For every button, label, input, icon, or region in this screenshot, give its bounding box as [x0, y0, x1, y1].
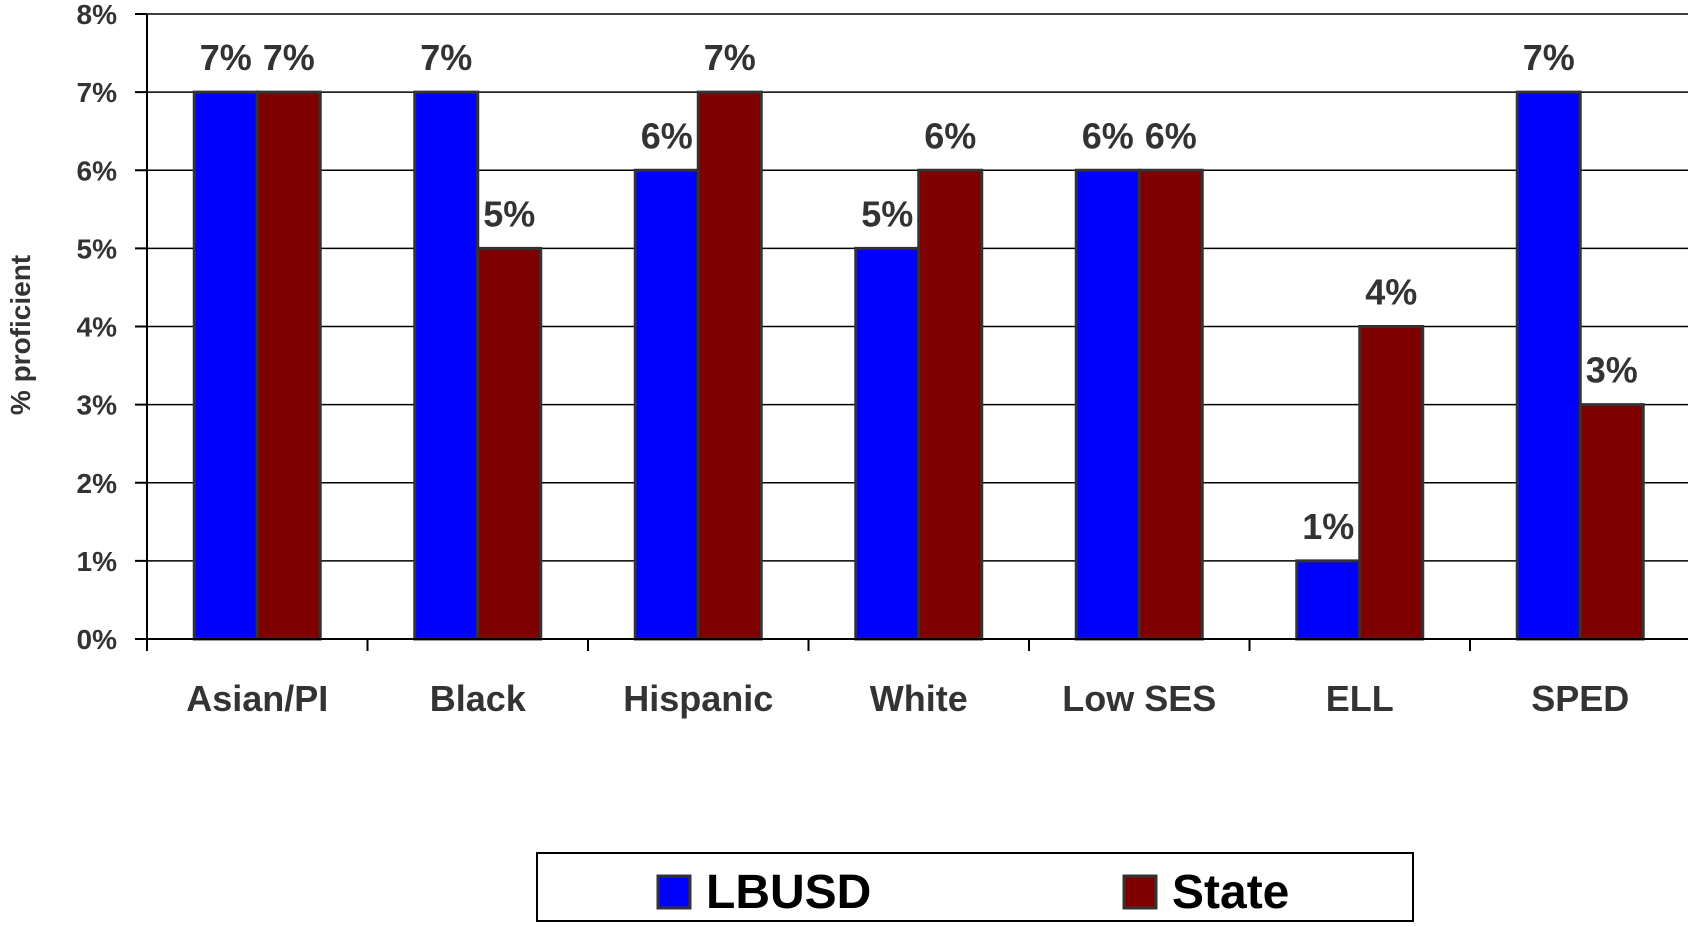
y-tick-label: 8% — [77, 0, 118, 30]
bar-state-asian-pi — [255, 90, 322, 641]
y-tick-label: 0% — [77, 624, 118, 655]
x-tick-label: SPED — [1531, 678, 1629, 719]
data-label: 5% — [483, 193, 535, 234]
bar-state-hispanic — [696, 90, 763, 641]
y-tick-label: 7% — [77, 77, 118, 108]
bar-lbusd-black — [413, 90, 480, 641]
bar-state-low-ses — [1137, 168, 1204, 641]
y-tick-label: 4% — [77, 312, 118, 343]
x-tick-label: Black — [430, 678, 527, 719]
y-tick-label: 2% — [77, 468, 118, 499]
y-tick-label: 3% — [77, 390, 118, 421]
axes: 0% 1% 2% 3% 4% 5% 6% 7% 8% Asian/PI Black Hispanic W… — [77, 0, 1688, 719]
data-label: 6% — [641, 115, 693, 156]
x-tick-label: ELL — [1326, 678, 1394, 719]
bar-lbusd-sped — [1515, 90, 1582, 641]
legend-label-state: State — [1172, 866, 1289, 919]
legend-swatch-lbusd — [656, 874, 692, 910]
data-label: 7% — [1523, 37, 1575, 78]
data-label: 6% — [1145, 115, 1197, 156]
bar-state-white — [917, 168, 984, 641]
bar-state-sped — [1578, 403, 1645, 641]
data-label: 4% — [1365, 272, 1417, 313]
data-label: 1% — [1302, 506, 1354, 547]
x-tick-label: Asian/PI — [186, 678, 328, 719]
bar-lbusd-hispanic — [633, 168, 700, 641]
legend-label-lbusd: LBUSD — [706, 866, 871, 919]
bar-state-ell — [1358, 325, 1425, 641]
y-tick-label: 5% — [77, 233, 118, 264]
bar-state-black — [476, 246, 543, 641]
y-tick-label: 1% — [77, 546, 118, 577]
data-labels: 7% 7% 7% 5% 6% 7% 5% 6% 6% 6% 1% 4% 7% 3% — [200, 37, 1638, 547]
data-label: 7% — [420, 37, 472, 78]
bar-lbusd-white — [854, 246, 921, 641]
bar-lbusd-low-ses — [1074, 168, 1141, 641]
legend-swatch-state — [1122, 874, 1158, 910]
data-label: 6% — [924, 115, 976, 156]
legend: LBUSD State — [536, 852, 1414, 922]
data-label: 7% — [263, 37, 315, 78]
data-label: 7% — [704, 37, 756, 78]
x-tick-label: White — [870, 678, 968, 719]
x-tick-label: Hispanic — [623, 678, 773, 719]
bar-lbusd-ell — [1295, 559, 1362, 641]
y-axis-label: % proficient — [5, 255, 36, 415]
y-tick-label: 6% — [77, 155, 118, 186]
bars — [192, 90, 1645, 641]
bar-lbusd-asian-pi — [192, 90, 259, 641]
data-label: 6% — [1082, 115, 1134, 156]
x-tick-label: Low SES — [1062, 678, 1216, 719]
data-label: 7% — [200, 37, 252, 78]
data-label: 3% — [1586, 350, 1638, 391]
data-label: 5% — [861, 193, 913, 234]
